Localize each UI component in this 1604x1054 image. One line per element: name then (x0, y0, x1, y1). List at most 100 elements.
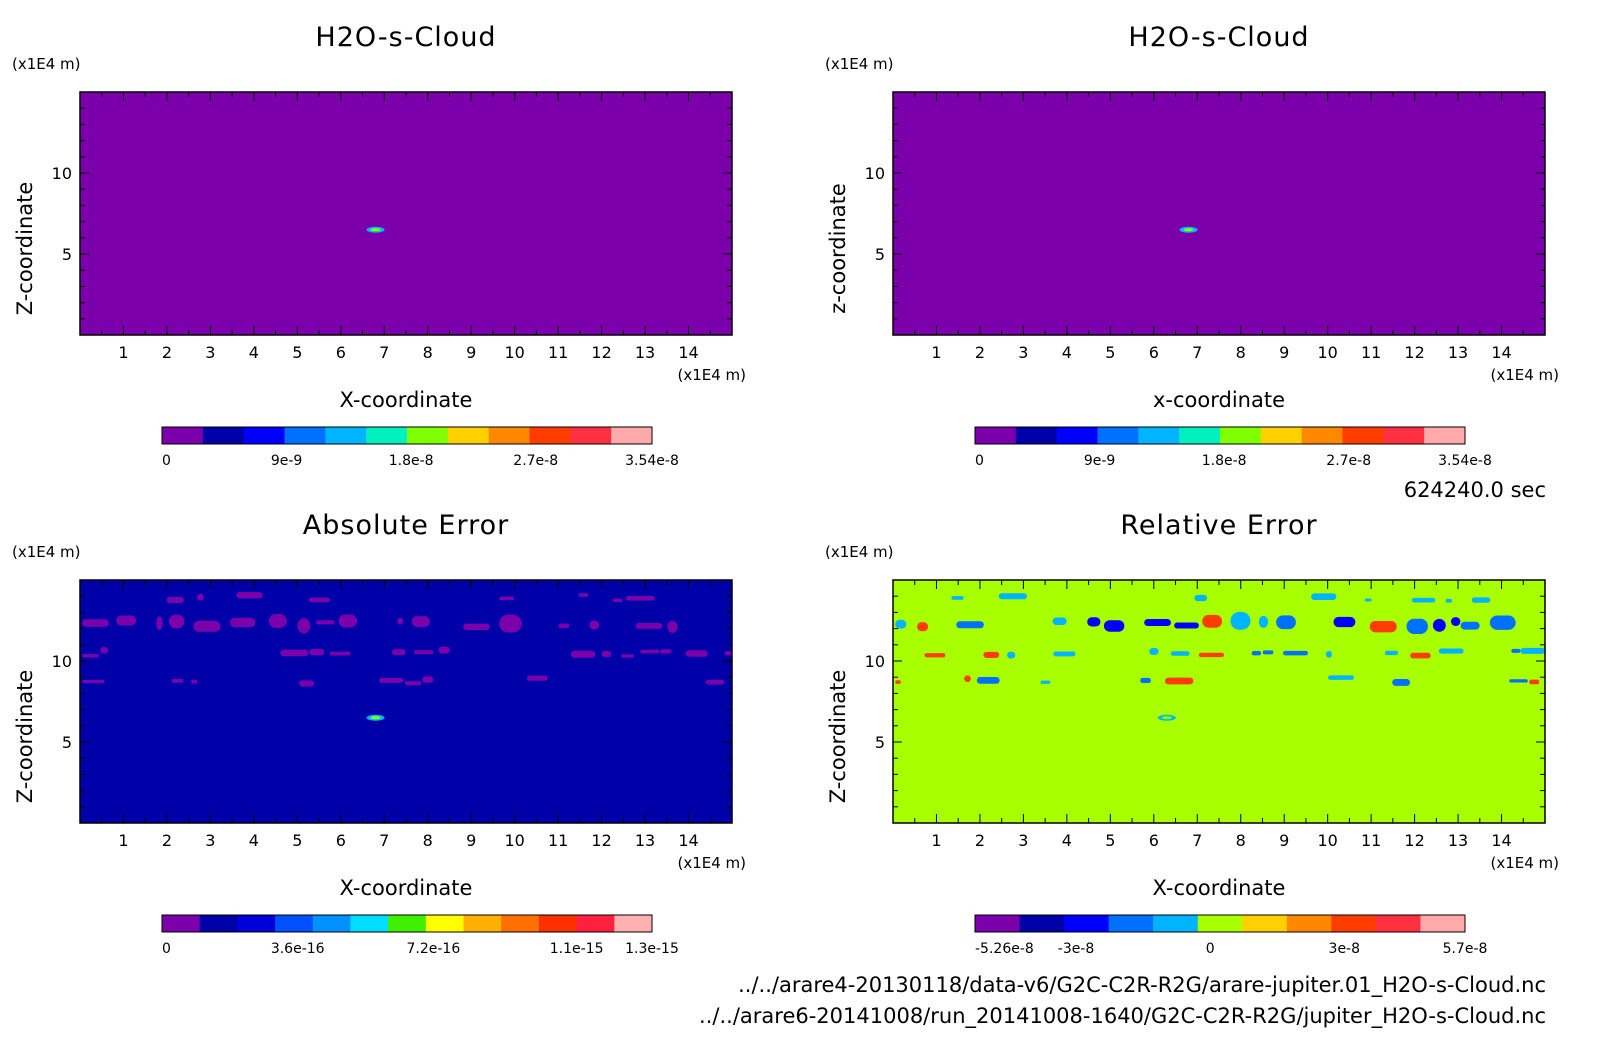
band-patch (983, 651, 1000, 658)
x-tick-label: 5 (1105, 831, 1115, 850)
band-patch (724, 651, 732, 656)
feature-blob (366, 226, 385, 233)
x-tick-label: 11 (548, 343, 568, 362)
band-patch (1471, 597, 1491, 603)
colorbar-swatch (237, 915, 276, 932)
band-patch (1170, 651, 1190, 656)
colorbar-swatch (1331, 915, 1377, 932)
band-patch (895, 619, 907, 629)
x-tick-label: 8 (1236, 343, 1246, 362)
band-patch (230, 617, 256, 628)
colorbar-swatch (501, 915, 540, 932)
colorbar: -5.26e-8 -3e-8 0 3e-8 5.7e-8 (974, 914, 1487, 957)
colorbar-swatch (1220, 427, 1262, 444)
x-unit-label: (x1E4 m) (1490, 366, 1559, 384)
band-patch (1283, 650, 1308, 656)
y-unit-label: (x1E4 m) (825, 543, 894, 561)
band-patch (1509, 679, 1528, 683)
colorbar-tick-label: 3.6e-16 (271, 941, 325, 957)
x-tick-label: 6 (336, 831, 346, 850)
band-patch (1364, 598, 1372, 602)
feature-blob (366, 714, 385, 721)
x-tick-label: 10 (504, 343, 524, 362)
band-patch (438, 646, 450, 654)
y-unit-label: (x1E4 m) (12, 55, 81, 73)
feature-blob (1179, 226, 1198, 233)
x-axis: 1 2 3 4 5 6 7 8 9 10 11 12 13 14(x1E4 m)x-coordinate (892, 92, 1559, 412)
x-tick-label: 7 (1192, 343, 1202, 362)
colorbar-swatch (447, 427, 490, 444)
y-tick-label: 5 (875, 733, 885, 752)
band-patch (171, 678, 184, 683)
colorbar-swatch (366, 427, 408, 444)
x-tick-label: 13 (1448, 343, 1468, 362)
field-background (893, 92, 1545, 335)
band-patch (391, 649, 406, 656)
x-tick-label: 2 (975, 831, 985, 850)
band-patch (1276, 615, 1296, 630)
x-tick-label: 1 (931, 343, 941, 362)
colorbar-swatch (425, 915, 465, 932)
x-tick-label: 6 (336, 343, 346, 362)
colorbar-swatch (407, 427, 449, 444)
colorbar-swatch (312, 915, 351, 932)
y-tick-label: 5 (62, 245, 72, 264)
colorbar: 0 9e-9 1.8e-8 2.7e-8 3.54e-8 (974, 426, 1492, 469)
x-tick-label: 6 (1149, 831, 1159, 850)
band-patch (705, 679, 725, 685)
colorbar: 0 3.6e-16 7.2e-16 1.1e-15 1.3e-15 (161, 914, 679, 957)
y-tick-label: 10 (865, 652, 885, 671)
colorbar-swatch (243, 427, 285, 444)
colorbar-tick-label: 2.7e-8 (513, 453, 558, 469)
band-patch (612, 598, 623, 602)
x-unit-label: (x1E4 m) (677, 854, 746, 872)
error-band (82, 675, 725, 687)
colorbar-swatch (1383, 427, 1425, 444)
colorbar-tick-label: 0 (162, 453, 171, 469)
colorbar-tick-label: 1.3e-15 (625, 941, 679, 957)
x-tick-label: 3 (205, 831, 215, 850)
band-patch (1489, 615, 1516, 630)
band-patch (82, 653, 100, 658)
band-patch (168, 614, 185, 629)
colorbar-swatch (1286, 915, 1332, 932)
x-tick-label: 11 (1361, 343, 1381, 362)
colorbar-swatch (1179, 427, 1221, 444)
band-patch (82, 619, 109, 627)
band-patch (570, 650, 596, 658)
band-patch (1194, 594, 1207, 602)
colorbar-swatch (1197, 915, 1243, 932)
error-band (166, 592, 655, 603)
band-patch (329, 651, 351, 656)
colorbar-tick-label: 3e-8 (1329, 941, 1360, 957)
x-tick-label: 13 (1448, 831, 1468, 850)
x-tick-label: 14 (678, 831, 698, 850)
x-tick-label: 10 (1317, 343, 1337, 362)
colorbar-tick-label: 1.1e-15 (550, 941, 604, 957)
x-tick-label: 4 (249, 343, 259, 362)
y-axis: 5 10 Z-coordinate (13, 91, 732, 336)
band-patch (1529, 679, 1540, 685)
x-axis: 1 2 3 4 5 6 7 8 9 10 11 12 13 14(x1E4 m)X-coordinate (892, 580, 1559, 900)
band-patch (308, 597, 330, 603)
x-tick-label: 1 (118, 831, 128, 850)
band-patch (976, 676, 1000, 684)
colorbar-swatch (1242, 915, 1288, 932)
band-patch (1410, 652, 1431, 659)
band-patch (1406, 618, 1428, 634)
colorbar-swatch (325, 427, 367, 444)
y-tick-label: 5 (875, 245, 885, 264)
x-tick-label: 1 (931, 831, 941, 850)
panel-title: Relative Error (1120, 510, 1317, 541)
band-patch (193, 620, 221, 632)
band-patch (578, 593, 589, 597)
panel-title: Absolute Error (303, 510, 509, 541)
y-axis: 5 10 Z-coordinate (826, 579, 1545, 824)
band-patch (601, 650, 612, 658)
colorbar-swatch (463, 915, 502, 932)
colorbar-tick-label: 2.7e-8 (1326, 453, 1371, 469)
band-patch (463, 623, 490, 631)
band-patch (191, 679, 198, 684)
band-patch (1140, 677, 1151, 684)
colorbar-tick-label: 0 (1206, 941, 1215, 957)
